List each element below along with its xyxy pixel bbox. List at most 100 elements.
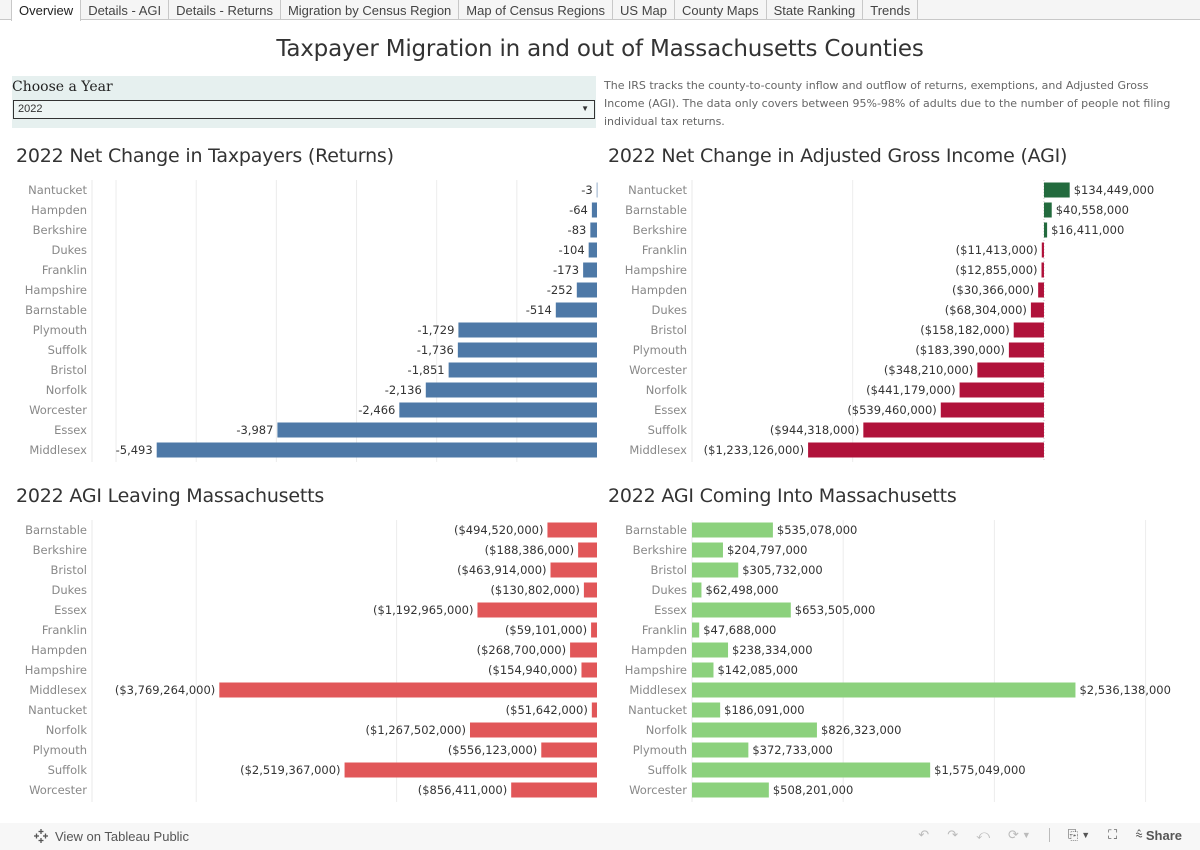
bar[interactable] [692,602,791,618]
category-label: Berkshire [633,223,687,237]
bar[interactable] [940,402,1044,418]
bar[interactable] [863,422,1044,438]
bar[interactable] [590,222,597,238]
category-label: Norfolk [646,723,688,737]
bar[interactable] [596,182,598,198]
bar[interactable] [692,742,749,758]
bar[interactable] [692,642,729,658]
bar[interactable] [692,582,702,598]
value-label: ($494,520,000) [454,523,543,537]
bar[interactable] [511,782,597,798]
bar[interactable] [547,522,597,538]
bar[interactable] [156,442,597,458]
bar[interactable] [692,782,769,798]
tab-trends[interactable]: Trends [863,0,919,20]
download-button[interactable]: ⎘ ▼ [1068,827,1090,843]
bar[interactable] [469,722,597,738]
tab-details-agi[interactable]: Details - AGI [81,0,170,20]
leaving-chart-title: 2022 AGI Leaving Massachusetts [16,485,325,507]
value-label: ($158,182,000) [920,323,1009,337]
bar[interactable] [588,242,597,258]
tab-overview[interactable]: Overview [11,0,82,21]
bar[interactable] [541,742,597,758]
category-label: Hampden [631,643,687,657]
bar[interactable] [1043,222,1048,238]
value-label: ($556,123,000) [448,743,537,757]
tab-migration-by-census-region[interactable]: Migration by Census Region [281,0,460,20]
bar[interactable] [808,442,1044,458]
category-label: Essex [654,403,687,417]
category-label: Berkshire [33,223,87,237]
bar[interactable] [583,262,597,278]
bar[interactable] [1043,182,1070,198]
bar[interactable] [399,402,597,418]
tab-us-map[interactable]: US Map [613,0,675,20]
bar[interactable] [583,582,597,598]
share-button[interactable]: ⩯ Share [1135,827,1182,843]
bar[interactable] [578,542,597,558]
leaving-chart[interactable]: Barnstable ($494,520,000) Berkshire ($188,3… [0,520,600,802]
agi-net-chart[interactable]: Nantucket $134,449,000 Barnstable $40,558,0… [600,180,1200,462]
bar[interactable] [448,362,597,378]
tab-map-of-census-regions[interactable]: Map of Census Regions [459,0,614,20]
bar[interactable] [959,382,1044,398]
view-on-tableau-link[interactable]: View on Tableau Public [33,828,189,844]
bar[interactable] [1041,262,1044,278]
coming-chart[interactable]: Barnstable $535,078,000 Berkshire $204,797,… [600,520,1200,802]
bar[interactable] [555,302,597,318]
year-dropdown[interactable]: 2022 ▼ [13,100,595,119]
bar[interactable] [1043,202,1052,218]
view-on-tableau-label: View on Tableau Public [55,828,189,844]
bar[interactable] [1038,282,1044,298]
bar[interactable] [591,202,597,218]
bar[interactable] [570,642,597,658]
bar[interactable] [692,722,817,738]
bar[interactable] [576,282,597,298]
chevron-down-icon: ▼ [581,104,589,113]
tab-state-ranking[interactable]: State Ranking [767,0,864,20]
tab-county-maps[interactable]: County Maps [675,0,767,20]
category-label: Hampden [31,203,87,217]
undo-button[interactable]: ↶ [918,827,929,843]
bar[interactable] [692,562,739,578]
bar[interactable] [458,322,597,338]
sheet-tabs: Overview Details - AGI Details - Returns Mi… [0,0,1200,21]
bar[interactable] [457,342,597,358]
category-label: Dukes [52,583,87,597]
bar[interactable] [219,682,597,698]
revert-button[interactable]: ⤺ [976,827,990,843]
bar[interactable] [550,562,597,578]
refresh-button[interactable]: ⟳ ▼ [1008,827,1031,843]
bar[interactable] [1030,302,1044,318]
fullscreen-button[interactable]: ⛶ [1108,827,1117,843]
bar[interactable] [591,702,597,718]
bar[interactable] [977,362,1044,378]
bar[interactable] [692,542,723,558]
bar[interactable] [692,702,721,718]
bar[interactable] [692,762,931,778]
bar[interactable] [1013,322,1044,338]
bar[interactable] [1041,242,1044,258]
returns-chart[interactable]: Nantucket -3 Hampden -64 Berkshire -83 Dukes -1… [0,180,600,462]
redo-button[interactable]: ↷ [947,827,958,843]
bar[interactable] [1008,342,1044,358]
category-label: Worcester [629,783,687,797]
bar[interactable] [692,682,1076,698]
bar[interactable] [277,422,597,438]
value-label: ($154,940,000) [488,663,577,677]
fullscreen-icon: ⛶ [1108,827,1118,842]
category-label: Franklin [42,623,87,637]
bar[interactable] [344,762,597,778]
bar[interactable] [581,662,597,678]
bar[interactable] [425,382,597,398]
bar[interactable] [692,662,714,678]
share-icon: ⩯ [1135,827,1143,842]
bar[interactable] [591,622,597,638]
value-label: $142,085,000 [717,663,797,677]
toolbar-divider [1048,828,1050,842]
value-label: $508,201,000 [773,783,853,797]
bar[interactable] [692,522,773,538]
bar[interactable] [477,602,597,618]
bar[interactable] [692,622,700,638]
tab-details-returns[interactable]: Details - Returns [169,0,281,20]
